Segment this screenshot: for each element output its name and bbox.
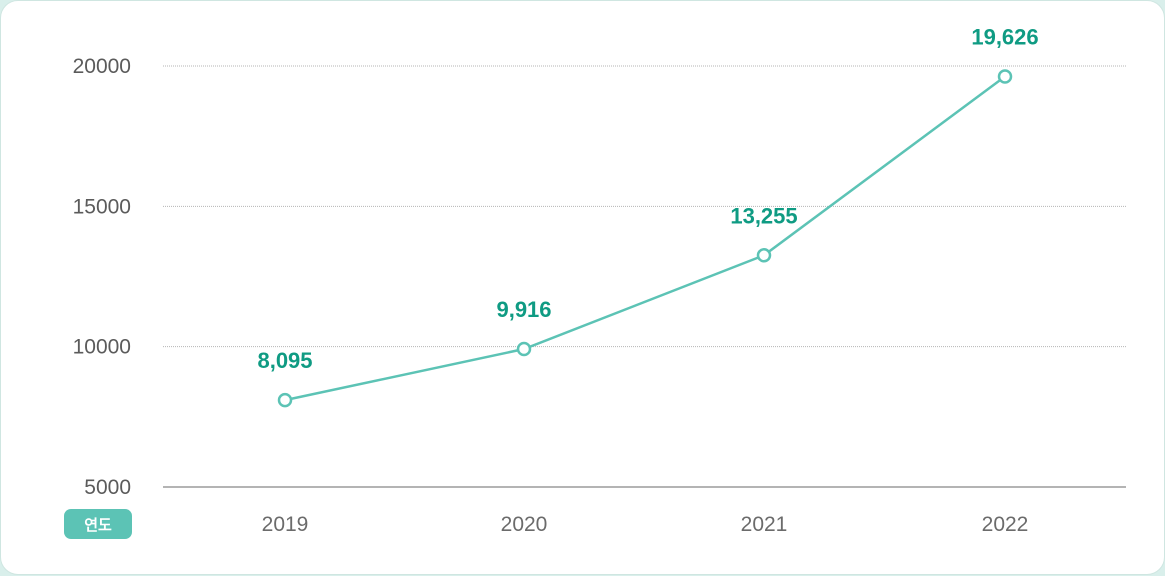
y-tick-label: 10000 [73,336,131,359]
data-point [997,69,1013,84]
x-tick-label: 2021 [741,513,788,536]
gridlines [163,65,1126,488]
y-tick-label: 5000 [84,476,131,499]
data-label: 8,095 [257,348,312,373]
data-point [277,392,293,408]
y-tick-label: 20000 [73,55,131,78]
data-point [756,248,772,263]
data-point [516,341,532,357]
data-labels: 8,095 9,916 13,255 19,626 [257,24,1038,373]
data-label: 13,255 [730,203,797,228]
x-tick-label: 2022 [982,513,1029,536]
x-axis-label-badge: 연도 [64,509,132,539]
data-label: 19,626 [971,24,1038,49]
x-tick-label: 2019 [262,513,309,536]
data-label: 9,916 [496,297,551,322]
series-group [277,69,1013,408]
x-tick-label: 2020 [501,513,548,536]
x-axis-ticks: 2019 2020 2021 2022 [262,513,1029,536]
y-tick-label: 15000 [73,195,131,218]
series-line [284,75,1006,402]
y-axis-ticks: 5000 10000 15000 20000 [73,55,131,499]
